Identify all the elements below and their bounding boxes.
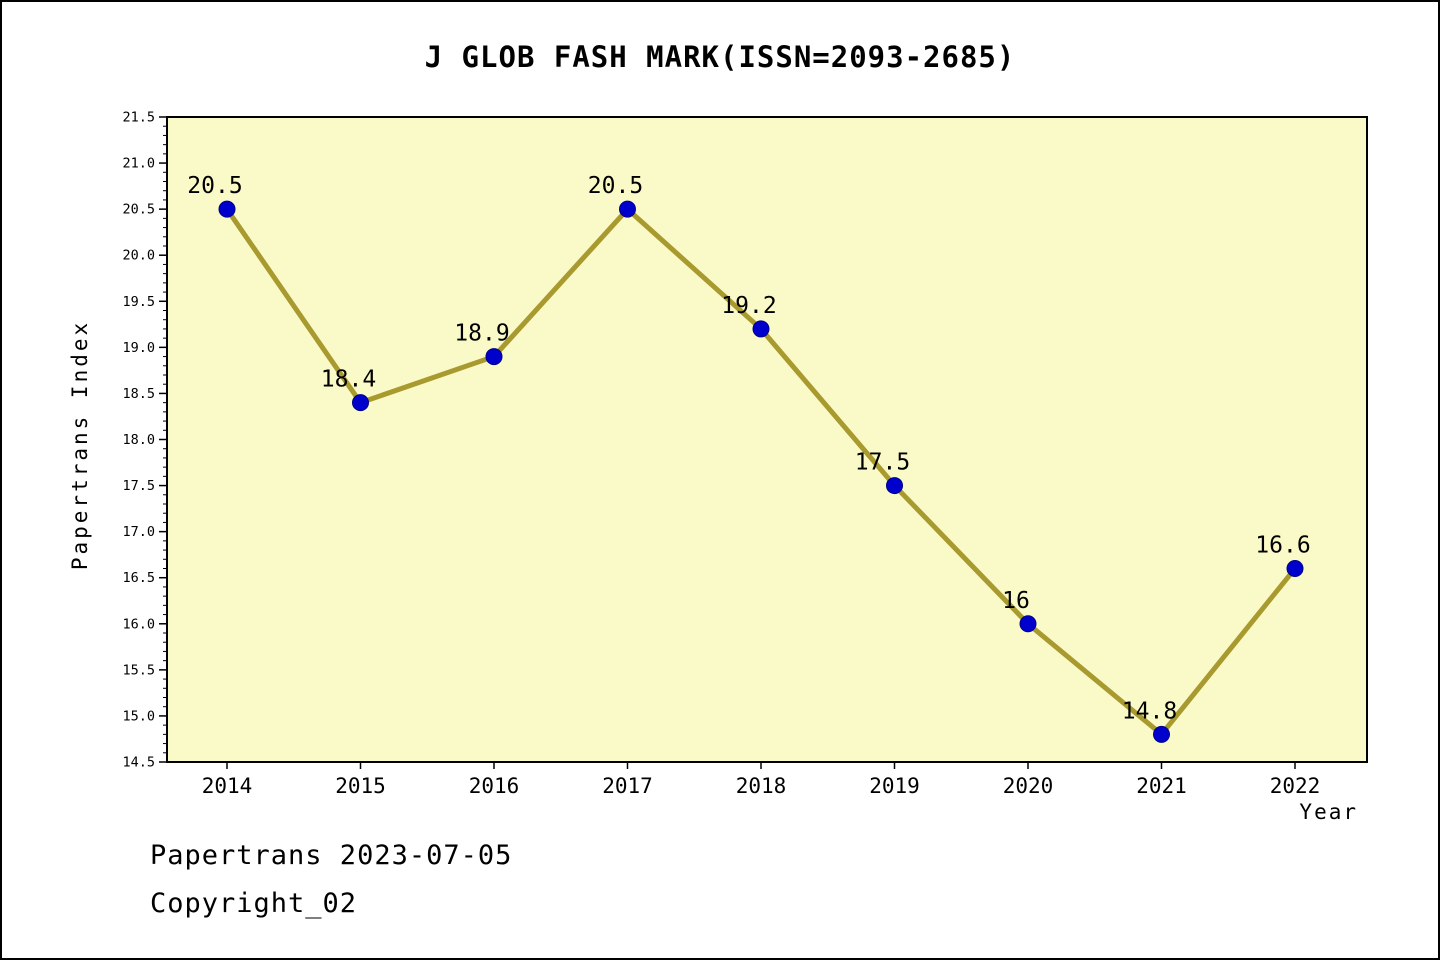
x-tick-label: 2016 [469,774,520,798]
x-tick-label: 2017 [602,774,653,798]
y-tick-label: 17.0 [122,524,155,540]
y-tick-label: 19.0 [122,340,155,356]
y-tick-label: 17.5 [122,478,155,494]
x-tick-label: 2022 [1270,774,1321,798]
x-tick-label: 2018 [736,774,787,798]
y-tick-label: 19.5 [122,294,155,310]
plot-area [166,116,1368,763]
y-tick-label: 14.5 [122,755,155,771]
data-point [485,348,503,366]
y-tick-label: 15.0 [122,708,155,724]
y-tick-label: 15.5 [122,662,155,678]
data-point [1286,560,1304,577]
data-label: 20.5 [588,173,643,199]
data-point [1153,725,1170,743]
data-label: 16 [1002,588,1030,614]
data-point [752,320,770,338]
data-label: 17.5 [855,450,910,476]
y-tick-label: 16.5 [122,570,155,586]
data-point [352,394,369,412]
y-tick-label: 21.0 [122,156,155,172]
y-tick-label: 20.5 [122,202,155,218]
x-tick-label: 2019 [869,774,920,798]
x-tick-label: 2015 [335,774,386,798]
y-tick-label: 21.5 [122,110,155,126]
y-tick-label: 18.0 [122,432,155,448]
data-label: 16.6 [1255,533,1310,559]
data-label: 20.5 [187,173,242,199]
footer-copyright: Copyright_02 [150,888,358,919]
data-point [886,477,903,495]
x-tick-label: 2020 [1003,774,1054,798]
data-label: 18.9 [454,321,509,347]
data-point [619,200,636,218]
data-point [218,200,236,218]
data-point [1019,615,1037,633]
data-label: 14.8 [1122,698,1177,724]
y-tick-label: 18.5 [122,386,155,402]
y-tick-label: 16.0 [122,616,155,632]
chart-title: J GLOB FASH MARK(ISSN=2093-2685) [424,40,1016,74]
x-axis-title: Year [1299,800,1358,824]
y-tick-label: 20.0 [122,248,155,264]
footer-date: Papertrans 2023-07-05 [150,840,513,871]
x-tick-label: 2014 [202,774,253,798]
data-label: 18.4 [321,367,376,393]
x-tick-label: 2021 [1136,774,1187,798]
data-label: 19.2 [721,293,776,319]
